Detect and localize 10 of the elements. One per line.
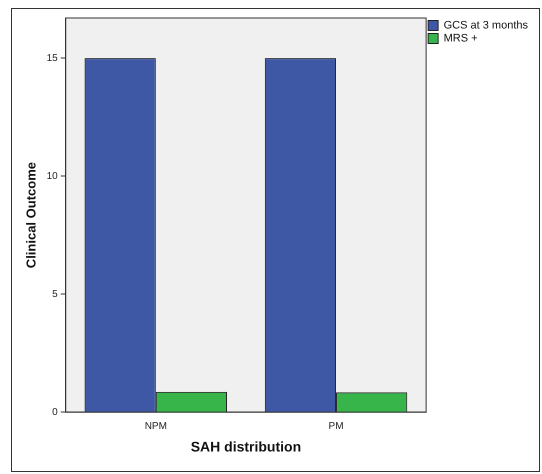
y-tick-label: 5 <box>52 288 58 300</box>
x-axis-title: SAH distribution <box>190 438 302 454</box>
x-tick-label: PM <box>328 420 344 432</box>
y-tick-label: 10 <box>46 170 58 182</box>
y-tick-label: 15 <box>46 52 58 64</box>
x-tick-label: NPM <box>144 420 167 432</box>
legend-label: MRS + <box>444 32 478 45</box>
y-axis-title: Clinical Outcome <box>23 162 38 268</box>
y-tick-label: 0 <box>52 406 58 418</box>
legend-label: GCS at 3 months <box>444 20 528 32</box>
